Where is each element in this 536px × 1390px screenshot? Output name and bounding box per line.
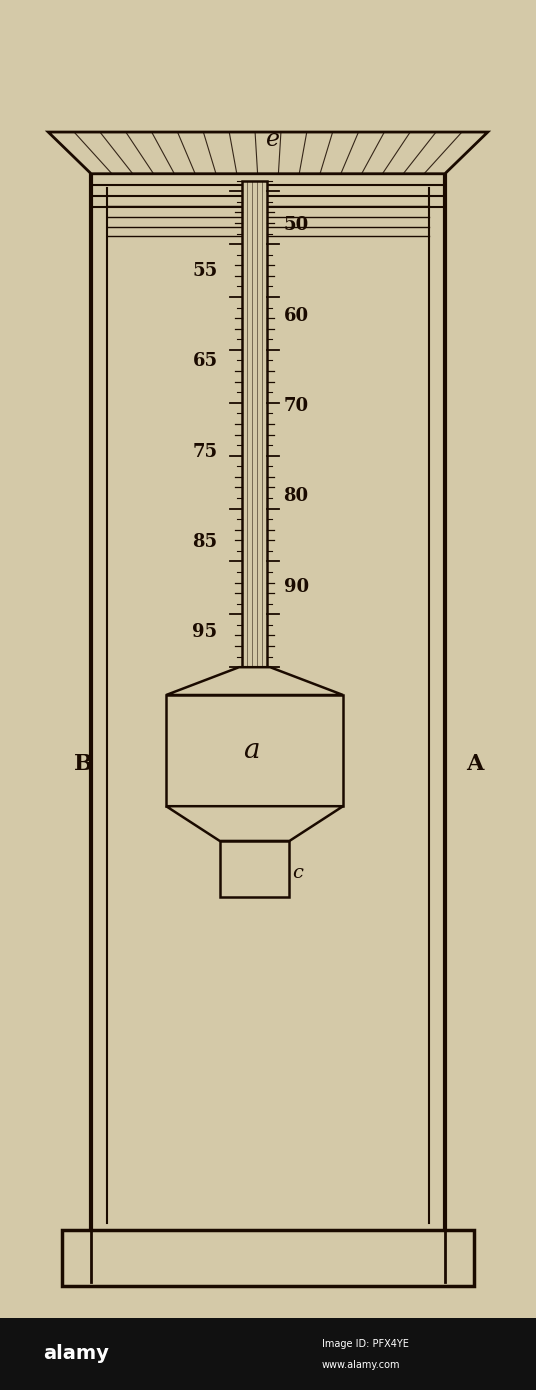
Bar: [166, 695, 343, 806]
Text: c: c: [292, 865, 303, 881]
Text: A: A: [466, 753, 483, 776]
Text: 80: 80: [284, 488, 309, 505]
Text: 85: 85: [192, 534, 218, 550]
Text: 55: 55: [192, 263, 218, 279]
Polygon shape: [62, 1230, 474, 1286]
Text: 75: 75: [192, 443, 218, 460]
Text: 95: 95: [192, 624, 218, 641]
Text: Image ID: PFX4YE: Image ID: PFX4YE: [322, 1339, 408, 1350]
Bar: [0, 1318, 536, 1390]
Text: 65: 65: [192, 353, 218, 370]
Polygon shape: [48, 132, 488, 174]
Text: www.alamy.com: www.alamy.com: [322, 1359, 400, 1371]
Polygon shape: [166, 667, 343, 695]
Text: 90: 90: [284, 578, 309, 595]
Text: e: e: [266, 128, 280, 150]
Bar: [242, 181, 267, 667]
Bar: [220, 841, 289, 897]
Text: 60: 60: [284, 307, 309, 324]
Text: B: B: [73, 753, 93, 776]
Text: alamy: alamy: [43, 1344, 109, 1364]
Text: a: a: [243, 737, 259, 765]
Text: 50: 50: [284, 217, 309, 234]
Polygon shape: [166, 806, 343, 841]
Text: 70: 70: [284, 398, 309, 414]
